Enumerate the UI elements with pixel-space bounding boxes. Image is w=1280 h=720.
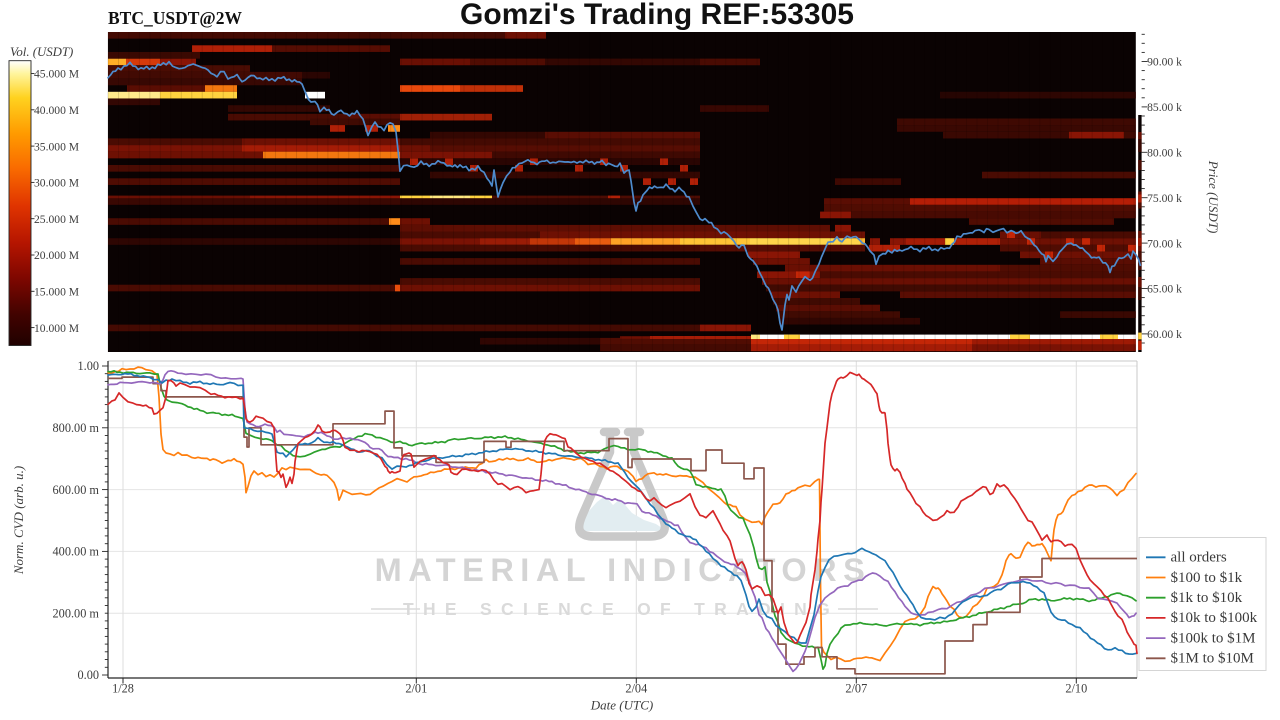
svg-text:BTC_USDT@2W: BTC_USDT@2W — [108, 8, 242, 28]
svg-text:2/07: 2/07 — [845, 682, 867, 696]
svg-text:Gomzi's Trading REF:53305: Gomzi's Trading REF:53305 — [460, 0, 854, 31]
svg-text:30.000 M: 30.000 M — [34, 177, 79, 190]
svg-text:2/01: 2/01 — [405, 682, 427, 696]
svg-text:90.00 k: 90.00 k — [1147, 56, 1182, 69]
svg-text:75.00 k: 75.00 k — [1147, 192, 1182, 205]
svg-text:1.00: 1.00 — [77, 359, 99, 373]
svg-text:$100k to $1M: $100k to $1M — [1171, 630, 1256, 646]
svg-text:Norm. CVD (arb. u.): Norm. CVD (arb. u.) — [11, 466, 26, 575]
svg-text:400.00 m: 400.00 m — [53, 545, 100, 559]
svg-text:15.000 M: 15.000 M — [34, 286, 79, 299]
svg-text:2/10: 2/10 — [1065, 682, 1087, 696]
svg-text:MATERIAL INDICATORS: MATERIAL INDICATORS — [375, 552, 872, 588]
svg-text:Vol. (USDT): Vol. (USDT) — [10, 45, 73, 59]
svg-text:$100 to $1k: $100 to $1k — [1171, 570, 1243, 586]
svg-text:0.00: 0.00 — [77, 668, 99, 682]
svg-text:25.000 M: 25.000 M — [34, 213, 79, 226]
svg-text:200.00 m: 200.00 m — [53, 606, 100, 620]
svg-text:85.00 k: 85.00 k — [1147, 101, 1182, 114]
svg-text:80.00 k: 80.00 k — [1147, 147, 1182, 160]
svg-text:60.00 k: 60.00 k — [1147, 328, 1182, 341]
svg-text:70.00 k: 70.00 k — [1147, 237, 1182, 250]
svg-text:20.000 M: 20.000 M — [34, 249, 79, 262]
svg-text:$10k to $100k: $10k to $100k — [1171, 610, 1258, 626]
svg-text:Price (USDT): Price (USDT) — [1206, 160, 1221, 234]
svg-text:35.000 M: 35.000 M — [34, 140, 79, 153]
svg-text:$1k to $10k: $1k to $10k — [1171, 590, 1243, 606]
svg-text:$1M to $10M: $1M to $10M — [1171, 651, 1254, 667]
svg-text:40.000 M: 40.000 M — [34, 104, 79, 117]
svg-text:65.00 k: 65.00 k — [1147, 283, 1182, 296]
svg-text:1/28: 1/28 — [112, 682, 134, 696]
svg-text:2/04: 2/04 — [625, 682, 647, 696]
svg-text:Date (UTC): Date (UTC) — [590, 698, 653, 713]
svg-text:10.000 M: 10.000 M — [34, 322, 79, 335]
svg-text:THE SCIENCE OF TRADING: THE SCIENCE OF TRADING — [403, 599, 839, 619]
svg-text:600.00 m: 600.00 m — [53, 483, 100, 497]
svg-text:45.000 M: 45.000 M — [34, 68, 79, 81]
svg-text:800.00 m: 800.00 m — [53, 421, 100, 435]
svg-text:all orders: all orders — [1171, 550, 1227, 566]
